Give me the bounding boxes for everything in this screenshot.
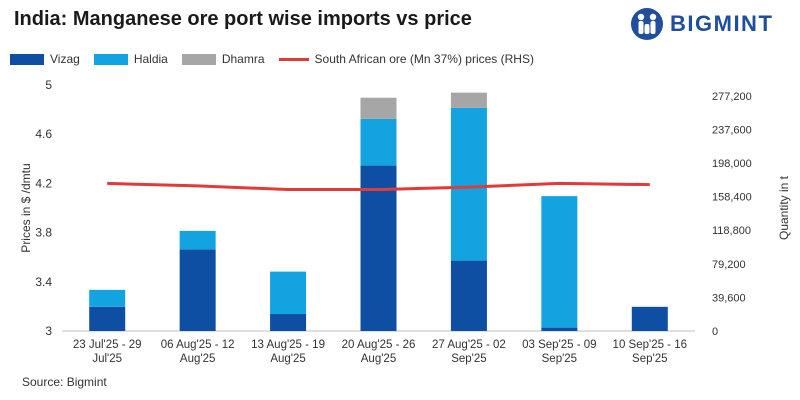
x-tick-label: 13 Aug'25 - 19 — [251, 339, 325, 351]
y2-tick-label: 0 — [712, 326, 718, 338]
legend-item-haldia: Haldia — [93, 52, 168, 66]
x-tick-label: 27 Aug'25 - 02 — [432, 339, 506, 351]
y2-tick-label: 39,600 — [712, 292, 746, 304]
bar-vizag — [631, 306, 668, 331]
x-tick-label: Aug'25 — [180, 353, 215, 365]
bar-vizag — [360, 165, 397, 331]
brand-name: BIGMINT — [670, 11, 774, 36]
x-tick-label: 06 Aug'25 - 12 — [161, 339, 235, 351]
bar-vizag — [450, 260, 487, 331]
bar-haldia — [360, 118, 397, 166]
legend-swatch — [10, 53, 44, 65]
x-tick-label: Aug'25 — [361, 353, 396, 365]
bar-haldia — [270, 271, 307, 315]
brand-logo: BIGMINT — [630, 6, 773, 42]
legend-label: South African ore (Mn 37%) prices (RHS) — [314, 52, 534, 66]
legend-swatch — [93, 53, 128, 65]
legend-label: Dhamra — [221, 52, 265, 66]
bar-haldia — [450, 107, 487, 261]
y-tick-label: 4.2 — [35, 176, 52, 190]
y2-axis-title: Quantity in t — [777, 175, 791, 240]
y-tick-label: 5 — [45, 78, 52, 92]
x-tick-label: Jul'25 — [92, 353, 122, 365]
chart-title: India: Manganese ore port wise imports v… — [14, 8, 472, 30]
x-tick-label: Sep'25 — [451, 353, 486, 365]
bar-haldia — [541, 196, 578, 328]
x-tick-label: 20 Aug'25 - 26 — [342, 339, 416, 351]
bar-dhamra — [450, 92, 487, 108]
y2-tick-label: 158,400 — [712, 192, 752, 204]
legend-label: Vizag — [50, 52, 80, 66]
y-axis-title: Prices in $ /dmtu — [19, 163, 33, 252]
bar-haldia — [89, 289, 126, 307]
y-tick-label: 4.6 — [35, 127, 52, 141]
y2-tick-label: 79,200 — [712, 259, 746, 271]
bar-vizag — [270, 314, 307, 331]
legend-item-dhamra: Dhamra — [181, 52, 265, 66]
x-tick-label: 10 Sep'25 - 16 — [613, 339, 687, 351]
x-tick-label: Sep'25 — [542, 353, 577, 365]
y2-tick-label: 237,600 — [712, 124, 752, 136]
source-note: Source: Bigmint — [22, 375, 107, 389]
price-line — [107, 181, 650, 192]
bar-dhamra — [360, 97, 397, 119]
x-tick-label: 23 Jul'25 - 29 — [73, 339, 142, 351]
bar-haldia — [179, 230, 216, 250]
legend-item-vizag: Vizag — [10, 52, 80, 66]
legend-label: Haldia — [133, 52, 168, 66]
bar-vizag — [541, 327, 578, 331]
bar-vizag — [179, 249, 216, 331]
y2-tick-label: 198,000 — [712, 158, 752, 170]
y-tick-label: 3.8 — [35, 226, 52, 240]
bigmint-logo-icon — [631, 8, 663, 40]
chart-legend: Vizag Haldia Dhamra South African ore (M… — [10, 52, 548, 66]
bar-vizag — [89, 306, 126, 331]
y-tick-label: 3 — [45, 324, 52, 338]
legend-item-price: South African ore (Mn 37%) prices (RHS) — [278, 52, 534, 66]
x-tick-label: 03 Sep'25 - 09 — [522, 339, 596, 351]
legend-swatch — [181, 53, 216, 65]
legend-swatch — [278, 57, 309, 61]
y2-tick-label: 277,200 — [712, 91, 752, 103]
y2-tick-label: 118,800 — [712, 225, 751, 237]
x-tick-label: Aug'25 — [270, 353, 305, 365]
x-tick-label: Sep'25 — [632, 353, 667, 365]
y-tick-label: 3.4 — [35, 275, 52, 289]
